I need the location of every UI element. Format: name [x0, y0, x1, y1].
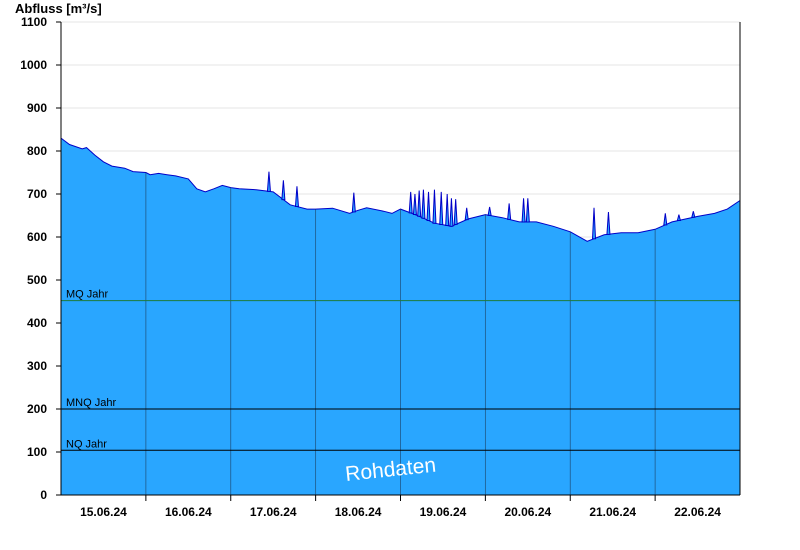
x-tick-label: 22.06.24 — [674, 505, 721, 519]
data-spike — [591, 207, 597, 240]
y-tick-label: 200 — [27, 402, 47, 416]
data-spike — [432, 189, 437, 224]
data-spike — [453, 199, 458, 225]
y-tick-label: 1000 — [20, 58, 47, 72]
data-spike — [521, 198, 526, 223]
y-tick-label: 800 — [27, 144, 47, 158]
data-spike — [691, 211, 696, 218]
data-spike — [663, 213, 668, 226]
reference-label: MNQ Jahr — [66, 397, 116, 409]
y-tick-label: 1100 — [21, 15, 47, 29]
data-spike — [417, 190, 422, 217]
plot-area: MQ Jahr MNQ Jahr NQ Jahr 0 100 200 300 400 500 60… — [20, 15, 741, 519]
x-tick-label: 15.06.24 — [80, 505, 127, 519]
data-spike — [464, 207, 469, 221]
x-tick-label: 21.06.24 — [589, 505, 636, 519]
data-spike — [449, 198, 454, 227]
data-spike — [412, 193, 417, 216]
data-spike — [606, 212, 611, 235]
x-tick-label: 16.06.24 — [165, 505, 212, 519]
x-tick-label: 20.06.24 — [504, 505, 551, 519]
data-spike — [487, 206, 492, 216]
y-axis-label: Abfluss [m³/s] — [15, 1, 102, 16]
data-spike — [507, 203, 512, 220]
y-tick-label: 400 — [27, 316, 47, 330]
y-tick-label: 700 — [27, 187, 47, 201]
data-spike — [525, 198, 530, 223]
y-tick-label: 600 — [27, 230, 47, 244]
x-tick-label: 17.06.24 — [250, 505, 297, 519]
y-tick-label: 300 — [27, 359, 47, 373]
data-spike — [281, 180, 286, 201]
y-tick-label: 0 — [40, 488, 47, 502]
x-tick-label: 18.06.24 — [335, 505, 382, 519]
data-spike — [266, 171, 271, 192]
y-tick-label: 900 — [27, 101, 47, 115]
y-tick-label: 100 — [27, 445, 47, 459]
data-spike — [439, 191, 444, 225]
reference-label: NQ Jahr — [66, 438, 107, 450]
y-tick-label: 500 — [27, 273, 47, 287]
reference-label: MQ Jahr — [66, 289, 109, 301]
data-spike — [351, 192, 356, 213]
data-spike — [294, 186, 299, 207]
data-spike — [408, 191, 413, 214]
data-spike — [445, 193, 450, 226]
data-spike — [676, 214, 682, 221]
data-spike — [426, 191, 431, 222]
data-spike — [421, 189, 426, 219]
x-tick-label: 19.06.24 — [420, 505, 467, 519]
